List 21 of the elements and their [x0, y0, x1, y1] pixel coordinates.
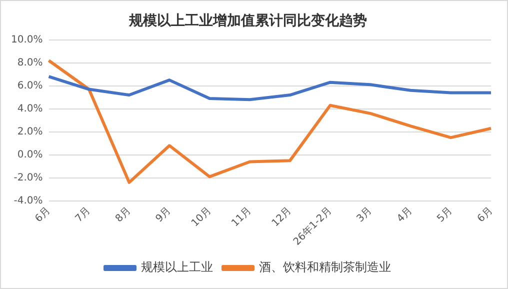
- y-tick-label: 6.0%: [17, 80, 43, 92]
- x-tick-label: 10月: [190, 205, 214, 230]
- legend-label: 规模以上工业: [141, 260, 213, 274]
- y-tick-label: 4.0%: [17, 103, 43, 114]
- x-tick-label: 3月: [354, 205, 374, 225]
- x-tick-label: 11月: [230, 205, 254, 230]
- x-tick-label: 6月: [33, 205, 53, 225]
- y-tick-label: -2.0%: [14, 172, 43, 184]
- x-tick-label: 5月: [435, 205, 455, 225]
- y-tick-label: 8.0%: [17, 57, 43, 68]
- y-tick-label: 2.0%: [17, 126, 43, 138]
- y-tick-label: 10.0%: [10, 34, 43, 46]
- x-tick-label: 6月: [476, 205, 495, 225]
- legend-label: 酒、饮料和精制茶制造业: [259, 260, 391, 274]
- y-tick-label: -4.0%: [14, 195, 43, 206]
- y-tick-label: 0.0%: [17, 149, 43, 160]
- x-tick-label: 8月: [114, 205, 134, 225]
- x-tick-label: 9月: [154, 205, 174, 225]
- x-tick-label: 7月: [74, 205, 93, 225]
- x-tick-label: 4月: [395, 205, 415, 225]
- chart-title: 规模以上工业增加值累计同比变化趋势: [128, 12, 367, 30]
